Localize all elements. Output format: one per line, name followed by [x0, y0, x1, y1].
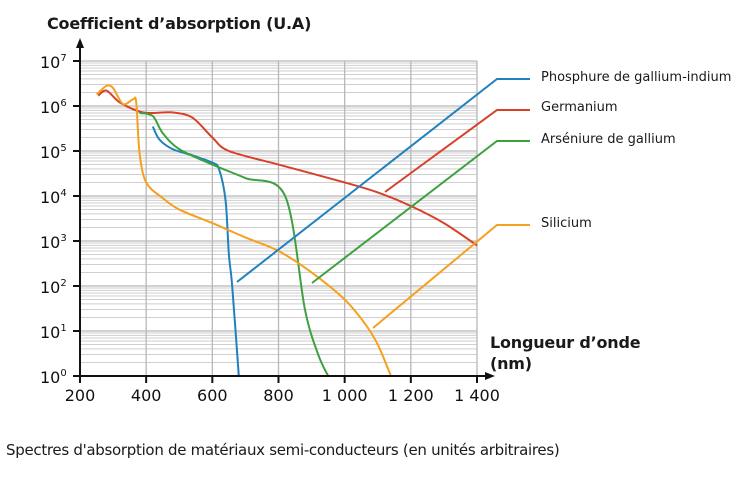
x-axis-title-line2: (nm) — [490, 354, 532, 373]
svg-text:102: 102 — [40, 278, 67, 297]
series-3 — [95, 84, 392, 377]
axes: 100 101 102 103 104 105 106 107 200 400 600 800 1 00… — [40, 38, 500, 405]
chart-caption: Spectres d'absorption de matériaux semi-… — [6, 441, 560, 459]
svg-text:104: 104 — [40, 188, 67, 207]
svg-text:106: 106 — [40, 98, 67, 117]
series-0 — [151, 126, 240, 377]
svg-text:800: 800 — [263, 386, 294, 405]
svg-text:1 000: 1 000 — [322, 386, 368, 405]
svg-text:400: 400 — [131, 386, 162, 405]
svg-text:101: 101 — [40, 323, 67, 342]
legend-leader-lines — [236, 78, 530, 329]
data-series — [95, 84, 478, 377]
svg-text:107: 107 — [40, 53, 67, 72]
legend-item-phosphure: Phosphure de gallium-indium — [541, 70, 732, 85]
legend-item-germanium: Germanium — [541, 100, 618, 115]
svg-text:105: 105 — [40, 143, 67, 162]
svg-text:200: 200 — [65, 386, 96, 405]
series-1 — [97, 89, 478, 247]
x-axis-title-line1: Longueur d’onde — [490, 333, 641, 352]
svg-text:103: 103 — [40, 233, 67, 252]
svg-text:100: 100 — [40, 368, 67, 387]
svg-text:600: 600 — [197, 386, 228, 405]
major-gridlines — [80, 60, 478, 376]
y-axis-title: Coefficient d’absorption (U.A) — [47, 14, 312, 33]
legend-item-silicium: Silicium — [541, 216, 592, 231]
series-2 — [139, 111, 330, 377]
svg-text:1 200: 1 200 — [388, 386, 434, 405]
svg-text:1 400: 1 400 — [454, 386, 500, 405]
x-axis-title: Longueur d’onde (nm) — [490, 332, 641, 374]
legend-item-arseniure: Arséniure de gallium — [541, 132, 676, 147]
